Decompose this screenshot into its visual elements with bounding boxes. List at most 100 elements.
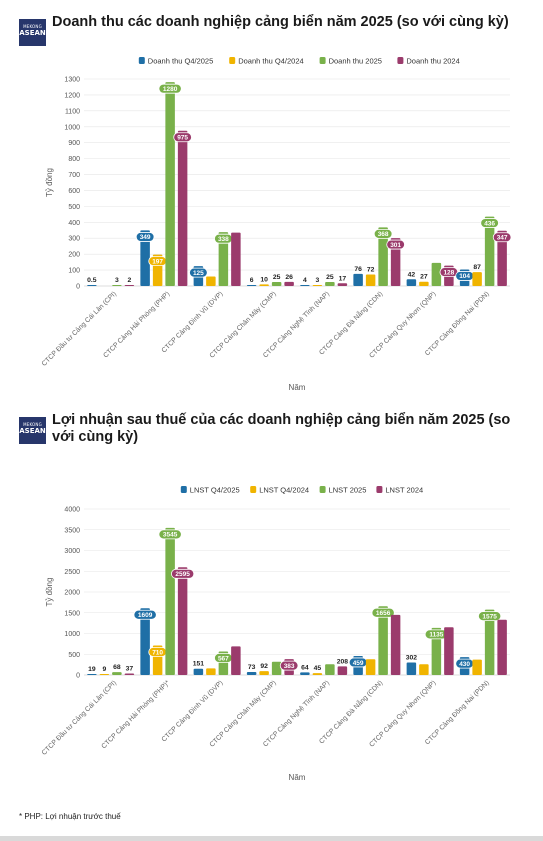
bar — [337, 666, 348, 675]
x-tick-label: CTCP Cảng Đình Vũ (DVP) — [161, 290, 225, 354]
y-tick-label: 700 — [68, 172, 80, 179]
data-label: 3545 — [163, 532, 178, 539]
bar — [140, 230, 150, 286]
bar — [177, 130, 188, 286]
data-label: 4 — [303, 277, 307, 284]
data-label: 92 — [260, 663, 268, 670]
data-label: 64 — [301, 664, 309, 671]
brand-logo: MEKONG ASEAN — [19, 19, 46, 46]
data-label-badge — [158, 83, 182, 94]
y-tick-label: 3500 — [64, 527, 80, 534]
bar — [484, 216, 495, 286]
legend-swatch — [319, 57, 326, 64]
bar — [87, 285, 97, 286]
data-label-badge — [386, 239, 405, 250]
data-label-badge — [158, 529, 182, 540]
data-label: 1135 — [429, 632, 443, 639]
legend-swatch — [319, 486, 326, 493]
chart-title: Lợi nhuận sau thuế của các doanh nghiệp … — [52, 412, 511, 445]
data-label: 208 — [337, 658, 349, 665]
bar — [337, 283, 348, 286]
legend-entry: Doanh thu 2025 — [329, 57, 382, 66]
data-label: 430 — [459, 661, 470, 668]
y-tick-label: 0 — [76, 284, 80, 291]
data-label: 42 — [408, 271, 416, 278]
bar — [271, 661, 282, 675]
y-tick-label: 1000 — [64, 631, 80, 638]
bar — [312, 673, 323, 675]
data-label: 45 — [314, 665, 322, 672]
bar — [165, 527, 175, 675]
data-label: 347 — [497, 235, 508, 242]
y-tick-label: 1300 — [64, 77, 80, 84]
bar — [431, 262, 442, 286]
y-tick-label: 0 — [76, 673, 80, 680]
data-label: 1656 — [376, 610, 391, 617]
bar — [165, 82, 175, 286]
footnote: * PHP: Lợi nhuận trước thuế — [19, 812, 121, 821]
y-tick-label: 3000 — [64, 548, 80, 555]
bar — [193, 668, 204, 675]
bar — [124, 285, 135, 286]
y-tick-label: 4000 — [64, 507, 80, 514]
chart-revenue: MEKONG ASEAN Doanh thu các doanh nghiệp … — [0, 0, 543, 400]
bar — [406, 279, 417, 286]
data-label: 10 — [260, 276, 268, 283]
bar — [419, 281, 429, 286]
legend-swatch — [138, 57, 145, 64]
bar — [206, 276, 216, 286]
bar — [231, 646, 241, 675]
bar — [390, 614, 401, 675]
bar — [378, 606, 388, 675]
bar — [99, 674, 110, 675]
x-axis-label: Năm — [289, 383, 306, 392]
legend-swatch — [397, 57, 404, 64]
bar — [300, 672, 310, 675]
data-label-badge — [135, 232, 155, 242]
data-label: 301 — [390, 242, 401, 249]
bar — [325, 664, 335, 675]
data-label: 567 — [218, 655, 229, 662]
data-label-badge — [371, 607, 395, 618]
y-axis-label: Tỷ đồng — [45, 578, 54, 607]
data-label: 338 — [218, 236, 229, 243]
bar — [140, 608, 150, 675]
data-label: 9 — [102, 666, 106, 673]
bar — [284, 281, 294, 286]
bottom-bar — [0, 836, 543, 841]
legend-entry: LNST 2024 — [385, 486, 423, 495]
legend-entry: LNST Q4/2024 — [259, 486, 309, 495]
data-label: 3 — [315, 277, 319, 284]
y-tick-label: 1500 — [64, 610, 80, 617]
y-tick-label: 500 — [68, 652, 80, 659]
data-label: 1609 — [138, 612, 153, 619]
data-label-badge — [373, 229, 393, 239]
data-label: 76 — [354, 266, 362, 273]
data-label: 151 — [193, 661, 205, 668]
bar — [206, 668, 216, 675]
legend-swatch — [180, 486, 187, 493]
data-label: 349 — [140, 234, 151, 241]
bar — [353, 273, 363, 286]
y-tick-label: 2500 — [64, 569, 80, 576]
legend-swatch — [229, 57, 236, 64]
bar — [325, 282, 335, 286]
bar — [472, 272, 482, 286]
data-label: 459 — [353, 660, 364, 667]
chart-profit: MEKONG ASEAN Lợi nhuận sau thuế của các … — [0, 400, 543, 810]
data-label-badge — [189, 267, 208, 278]
data-label: 25 — [273, 274, 281, 281]
bar — [271, 282, 282, 286]
data-label: 3 — [115, 277, 119, 284]
data-label: 72 — [367, 267, 375, 274]
data-label: 975 — [177, 135, 188, 142]
y-tick-label: 1100 — [65, 108, 80, 115]
bar — [87, 674, 97, 675]
bar — [497, 619, 507, 675]
data-label: 104 — [459, 273, 470, 280]
bar — [246, 671, 257, 675]
data-label-badge — [279, 660, 299, 671]
bar — [124, 673, 135, 675]
bar — [259, 284, 269, 286]
data-label: 1280 — [163, 86, 178, 93]
